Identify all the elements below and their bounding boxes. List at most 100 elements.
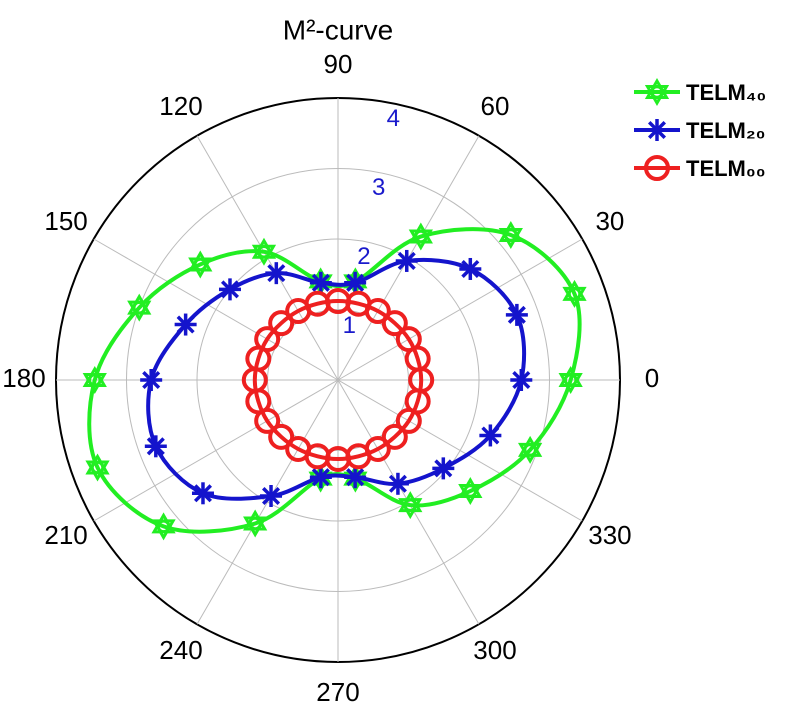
marker bbox=[646, 119, 668, 141]
marker bbox=[510, 369, 533, 391]
chart-title: M²-curve bbox=[283, 14, 393, 45]
marker bbox=[151, 512, 176, 541]
marker bbox=[140, 369, 163, 391]
marker-shape bbox=[311, 468, 330, 487]
grid-spoke bbox=[93, 238, 339, 381]
marker bbox=[479, 424, 502, 447]
marker bbox=[505, 303, 528, 326]
marker-shape bbox=[404, 388, 431, 415]
marker bbox=[498, 220, 523, 249]
grid-spoke bbox=[337, 379, 583, 522]
marker-shape bbox=[568, 287, 581, 301]
theta-tick-label: 0 bbox=[645, 363, 659, 393]
marker bbox=[395, 249, 418, 272]
marker-shape bbox=[267, 264, 286, 283]
marker-shape bbox=[220, 280, 240, 299]
marker-shape bbox=[481, 426, 500, 445]
marker-shape bbox=[395, 326, 422, 353]
theta-tick-label: 30 bbox=[595, 206, 624, 236]
marker-shape bbox=[434, 459, 453, 478]
marker bbox=[459, 257, 482, 280]
marker bbox=[127, 293, 152, 322]
marker-shape bbox=[644, 155, 670, 181]
marker bbox=[309, 466, 332, 489]
marker bbox=[82, 366, 107, 394]
marker bbox=[432, 457, 455, 480]
theta-tick-label: 60 bbox=[481, 91, 510, 121]
marker-shape bbox=[647, 120, 667, 140]
marker bbox=[243, 509, 268, 538]
marker-shape bbox=[193, 484, 213, 503]
marker-shape bbox=[504, 228, 518, 242]
marker-shape bbox=[257, 245, 271, 259]
marker-shape bbox=[268, 310, 295, 337]
marker-shape bbox=[157, 520, 170, 533]
grid-spoke bbox=[93, 379, 339, 522]
marker-shape bbox=[146, 437, 165, 456]
r-tick-label: 2 bbox=[357, 243, 370, 270]
marker bbox=[144, 435, 167, 458]
marker bbox=[644, 155, 670, 181]
marker-shape bbox=[142, 370, 161, 390]
marker bbox=[398, 491, 423, 520]
marker-shape bbox=[133, 301, 146, 314]
marker-shape bbox=[176, 315, 195, 334]
marker-shape bbox=[650, 85, 664, 99]
marker bbox=[381, 423, 408, 450]
marker bbox=[558, 365, 583, 395]
marker-shape bbox=[254, 407, 281, 434]
marker bbox=[188, 250, 213, 279]
marker bbox=[381, 310, 408, 337]
marker bbox=[285, 298, 312, 325]
series-line bbox=[252, 299, 424, 461]
marker-shape bbox=[285, 298, 312, 325]
marker-shape bbox=[381, 310, 408, 337]
marker-shape bbox=[523, 443, 537, 457]
marker-shape bbox=[512, 370, 531, 390]
marker bbox=[404, 388, 431, 415]
marker-shape bbox=[91, 461, 104, 474]
marker bbox=[268, 310, 295, 337]
marker bbox=[174, 313, 197, 336]
marker-shape bbox=[194, 258, 207, 271]
marker bbox=[85, 453, 110, 482]
marker-shape bbox=[507, 305, 526, 324]
marker-shape bbox=[262, 486, 281, 506]
marker bbox=[260, 485, 283, 508]
theta-tick-label: 330 bbox=[588, 520, 631, 550]
grid-spoke bbox=[337, 238, 583, 381]
marker-shape bbox=[346, 468, 365, 487]
marker-shape bbox=[88, 373, 102, 387]
marker bbox=[344, 466, 367, 489]
marker bbox=[458, 477, 483, 506]
marker-shape bbox=[381, 423, 408, 450]
marker bbox=[309, 271, 332, 294]
r-tick-label: 3 bbox=[372, 174, 385, 201]
marker-shape bbox=[311, 273, 330, 292]
marker bbox=[254, 407, 281, 434]
marker-shape bbox=[564, 373, 577, 387]
theta-tick-label: 270 bbox=[316, 677, 359, 702]
grid-spoke bbox=[337, 379, 480, 625]
marker bbox=[265, 262, 288, 285]
legend-label: TELM₂₀ bbox=[686, 118, 766, 143]
marker-shape bbox=[248, 517, 262, 530]
marker bbox=[644, 78, 670, 106]
theta-tick-label: 210 bbox=[44, 520, 87, 550]
marker bbox=[386, 472, 409, 495]
r-tick-label: 1 bbox=[343, 312, 356, 339]
marker bbox=[218, 278, 241, 301]
theta-tick-label: 90 bbox=[324, 49, 353, 79]
grid-spoke bbox=[196, 379, 339, 625]
marker bbox=[191, 482, 214, 505]
marker-shape bbox=[464, 484, 477, 498]
legend-label: TELM₀₀ bbox=[686, 156, 766, 181]
r-tick-label: 4 bbox=[387, 105, 400, 132]
marker-shape bbox=[461, 259, 480, 278]
marker-shape bbox=[397, 251, 416, 270]
theta-tick-label: 300 bbox=[473, 635, 516, 665]
marker bbox=[517, 435, 543, 464]
marker bbox=[268, 423, 295, 450]
marker bbox=[562, 279, 587, 308]
